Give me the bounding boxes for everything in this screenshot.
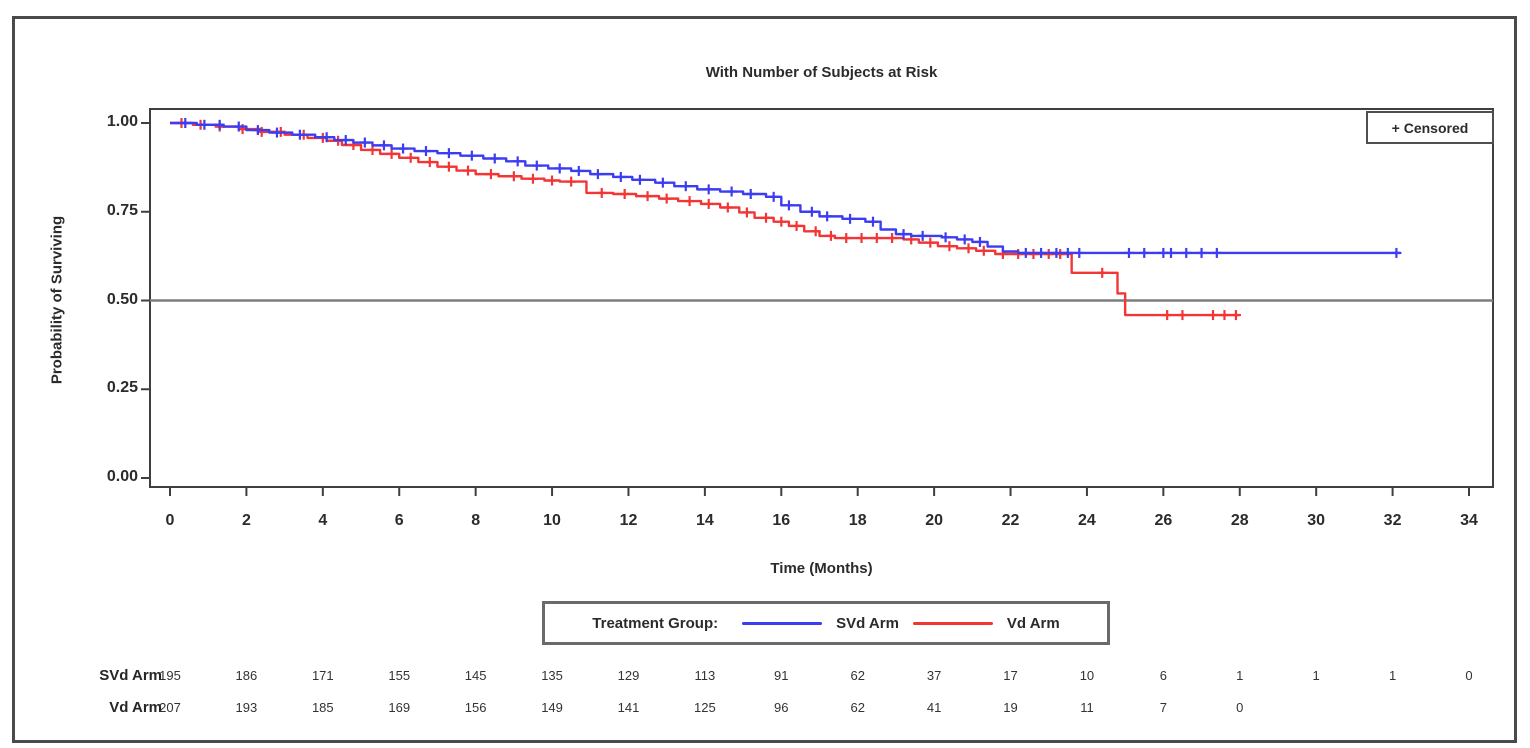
y-tick-label: 0.00 (106, 468, 138, 485)
x-tick-label: 8 (471, 512, 481, 529)
risk-value: 6 (1159, 668, 1167, 683)
risk-value: 17 (1003, 668, 1018, 683)
risk-value: 91 (774, 668, 789, 683)
x-tick-label: 26 (1154, 512, 1173, 529)
y-tick-label: 1.00 (106, 113, 138, 130)
censored-legend-box: + Censored (1366, 111, 1494, 144)
risk-value: 62 (850, 668, 865, 683)
risk-value: 129 (617, 668, 640, 683)
risk-value: 125 (694, 700, 716, 715)
risk-value: 171 (311, 668, 334, 683)
x-tick-label: 14 (695, 512, 714, 529)
risk-value: 10 (1079, 668, 1095, 683)
risk-value: 0 (1236, 700, 1244, 715)
risk-value: 7 (1159, 700, 1167, 715)
risk-value: 0 (1465, 668, 1473, 683)
risk-value: 141 (617, 700, 640, 715)
risk-value: 193 (235, 700, 258, 715)
risk-value: 41 (926, 700, 942, 715)
vd-arm-legend-label: Vd Arm (1006, 614, 1060, 632)
risk-value: 1 (1388, 668, 1397, 683)
risk-value: 37 (926, 668, 942, 683)
risk-value: 156 (464, 700, 487, 715)
risk-value: 135 (541, 668, 563, 683)
risk-value: 169 (388, 700, 411, 715)
x-tick-label: 22 (1001, 512, 1020, 529)
risk-value: 145 (464, 668, 487, 683)
risk-value: 11 (1080, 700, 1094, 715)
censored-legend-label: + Censored (1391, 119, 1469, 136)
km-curve-svd-arm (170, 121, 1401, 255)
risk-value: 185 (311, 700, 334, 715)
x-tick-label: 18 (848, 512, 867, 529)
plot-area-border (149, 108, 1494, 488)
x-tick-label: 34 (1460, 512, 1478, 529)
risk-value: 207 (159, 700, 181, 715)
risk-value: 195 (159, 668, 181, 683)
x-axis-title: Time (Months) (770, 560, 873, 577)
svd-arm-legend-label: SVd Arm (836, 614, 899, 632)
risk-row-label: SVd Arm (99, 667, 162, 684)
y-tick-label: 0.75 (106, 201, 138, 219)
x-tick-label: 30 (1307, 512, 1326, 529)
risk-value: 62 (850, 700, 865, 715)
risk-value: 155 (388, 668, 411, 683)
x-tick-label: 24 (1078, 512, 1096, 529)
treatment-legend-box: Treatment Group: SVd Arm Vd Arm (542, 601, 1110, 645)
x-tick-label: 4 (318, 512, 328, 529)
vd-arm-line-sample (912, 621, 993, 625)
risk-value: 149 (541, 700, 563, 715)
x-tick-label: 12 (619, 512, 638, 529)
x-tick-label: 6 (394, 512, 404, 529)
km-curve-vd-arm (170, 121, 1240, 317)
svd-arm-line-sample (742, 621, 823, 625)
risk-value: 1 (1312, 668, 1320, 683)
risk-value: 96 (774, 700, 789, 715)
x-tick-label: 2 (241, 512, 251, 529)
risk-row-label: Vd Arm (109, 699, 162, 716)
y-tick-label: 0.50 (106, 290, 138, 308)
x-tick-label: 28 (1230, 512, 1249, 529)
x-tick-label: 10 (543, 512, 561, 529)
chart-title: With Number of Subjects at Risk (705, 64, 938, 81)
y-tick-label: 0.25 (106, 379, 138, 397)
legend-title: Treatment Group: (592, 614, 719, 632)
risk-value: 19 (1003, 700, 1018, 715)
x-tick-label: 16 (772, 512, 791, 529)
risk-value: 186 (235, 668, 258, 683)
x-tick-label: 20 (925, 512, 943, 529)
risk-value: 1 (1236, 668, 1244, 683)
x-tick-label: 32 (1383, 512, 1402, 529)
risk-value: 113 (694, 668, 716, 683)
x-tick-label: 0 (165, 512, 175, 529)
